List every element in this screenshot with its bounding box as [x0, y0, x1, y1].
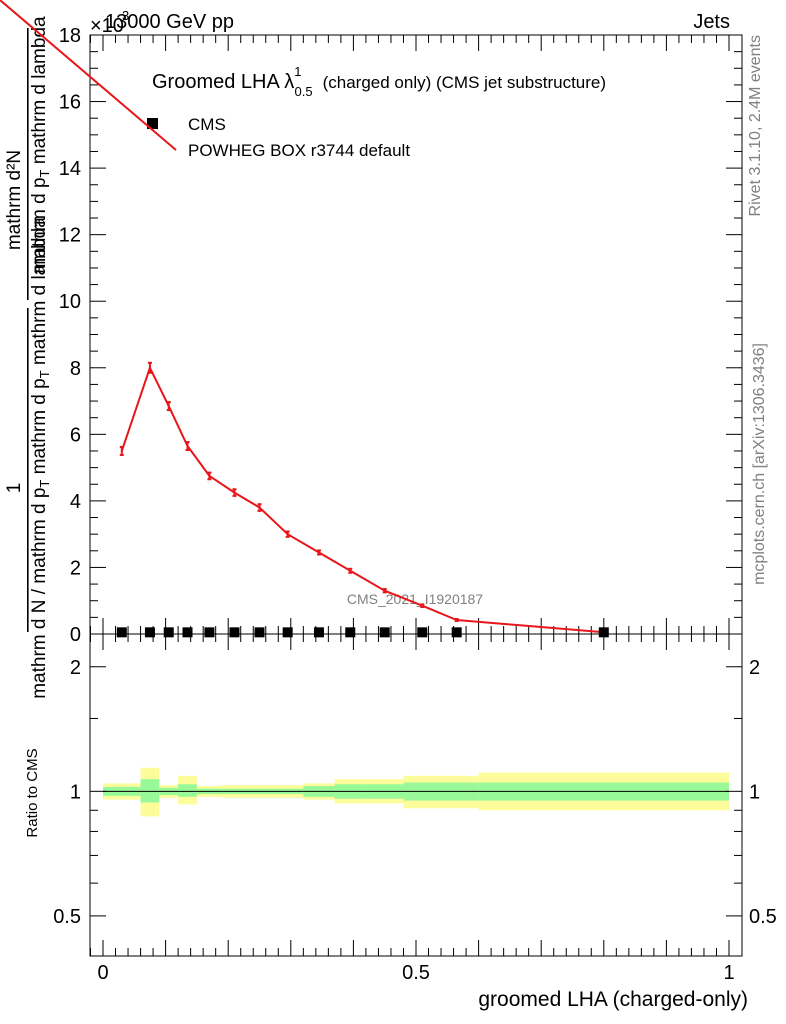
- legend-cms-marker: [147, 118, 158, 129]
- cms-data-point: [144, 627, 155, 638]
- scale-factor: ×10: [90, 15, 124, 37]
- y-label-line3: 1: [4, 483, 25, 494]
- ratio-y-tick-label-right: 2: [749, 657, 760, 679]
- legend-mc-line: [0, 0, 177, 151]
- legend-cms-label: CMS: [188, 115, 226, 134]
- cms-data-point: [116, 627, 127, 638]
- cms-data-point: [417, 627, 428, 638]
- x-tick-label: 0.5: [402, 962, 430, 984]
- cms-data-point: [345, 627, 356, 638]
- cms-data-point: [254, 627, 265, 638]
- main-y-tick-label: 2: [70, 557, 81, 579]
- watermark: CMS_2021_I1920187: [347, 591, 483, 607]
- ratio-y-label: Ratio to CMS: [24, 748, 41, 837]
- main-y-tick-label: 0: [70, 624, 81, 646]
- cms-data-point: [182, 627, 193, 638]
- ratio-inner-band: [178, 784, 197, 797]
- main-y-tick-label: 10: [59, 291, 81, 313]
- y-label-line1: mathrm d²N: [4, 150, 25, 250]
- ratio-y-tick-label-right: 1: [749, 781, 760, 803]
- mc-line: [120, 365, 604, 634]
- main-y-tick-label: 4: [70, 491, 81, 513]
- data-series: [116, 627, 609, 638]
- header-right: Jets: [693, 11, 730, 33]
- y-label-line4: mathrm d N / mathrm d pT mathrm d pT mat…: [29, 217, 52, 699]
- x-tick-label: 1: [723, 962, 734, 984]
- rivet-label: Rivet 3.1.10, 2.4M events: [747, 35, 764, 216]
- plot-title: Groomed LHA λ1 0.5 (charged only) (CMS jet…: [152, 64, 606, 99]
- main-y-tick-label: 12: [59, 225, 81, 247]
- cms-data-point: [282, 627, 293, 638]
- cms-data-point: [598, 627, 609, 638]
- scale-exponent: 3: [122, 8, 129, 23]
- x-tick-label: 0: [97, 962, 108, 984]
- main-y-tick-label: 6: [70, 424, 81, 446]
- ratio-y-tick-label: 2: [70, 657, 81, 679]
- cms-data-point: [163, 627, 174, 638]
- main-y-tick-label: 14: [59, 158, 81, 180]
- x-axis-label: groomed LHA (charged-only): [478, 988, 748, 1011]
- legend: CMS POWHEG BOX r3744 default: [0, 0, 410, 160]
- main-x-ticks: [89, 35, 730, 634]
- y-axis-label: mathrm d²N mathrm d pT mathrm d lambda 1…: [4, 16, 52, 699]
- cms-data-point: [313, 627, 324, 638]
- cms-data-point: [204, 627, 215, 638]
- main-y-tick-label: 16: [59, 92, 81, 114]
- ratio-x-ticks: 0 0.5 1: [89, 634, 735, 984]
- ratio-y-tick-label: 1: [70, 781, 81, 803]
- cms-data-point: [379, 627, 390, 638]
- header-left: 13000 GeV pp: [105, 11, 234, 33]
- cms-data-point: [451, 627, 462, 638]
- mc-series: [119, 361, 606, 635]
- main-y-ticks: 0 2 4 6 8 10 12 14 16 18: [59, 25, 742, 646]
- ratio-bands: [103, 767, 729, 817]
- mcplots-label: mcplots.cern.ch [arXiv:1306.3436]: [751, 343, 768, 585]
- ratio-y-ticks: 0.5 0.5 1 1 2 2: [53, 657, 777, 928]
- legend-mc-label: POWHEG BOX r3744 default: [188, 141, 410, 160]
- y-label-frac-line: [27, 28, 29, 300]
- main-y-tick-label: 8: [70, 358, 81, 380]
- ratio-y-tick-label: 0.5: [53, 906, 81, 928]
- main-y-tick-label: 18: [59, 25, 81, 47]
- ratio-y-tick-label-right: 0.5: [749, 906, 777, 928]
- y-label-frac-line2: [27, 308, 29, 632]
- y-label-line2: mathrm d pT mathrm d lambda: [29, 16, 52, 274]
- ratio-inner-band: [140, 779, 160, 803]
- cms-data-point: [229, 627, 240, 638]
